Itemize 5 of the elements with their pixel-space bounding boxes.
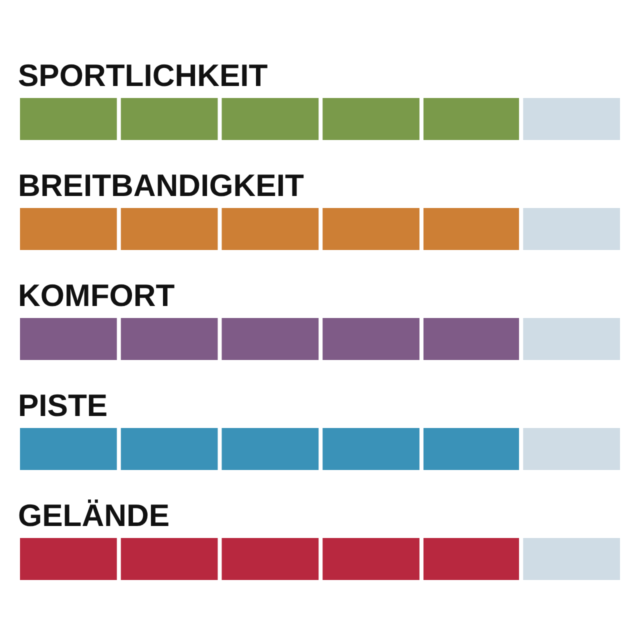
y-tick-label: GELÄNDE <box>18 498 170 533</box>
y-tick-label: BREITBANDIGKEIT <box>18 168 304 203</box>
y-tick-label: KOMFORT <box>18 278 175 313</box>
y-tick-label: PISTE <box>18 388 108 423</box>
y-tick-label: SPORTLICHKEIT <box>18 58 268 93</box>
